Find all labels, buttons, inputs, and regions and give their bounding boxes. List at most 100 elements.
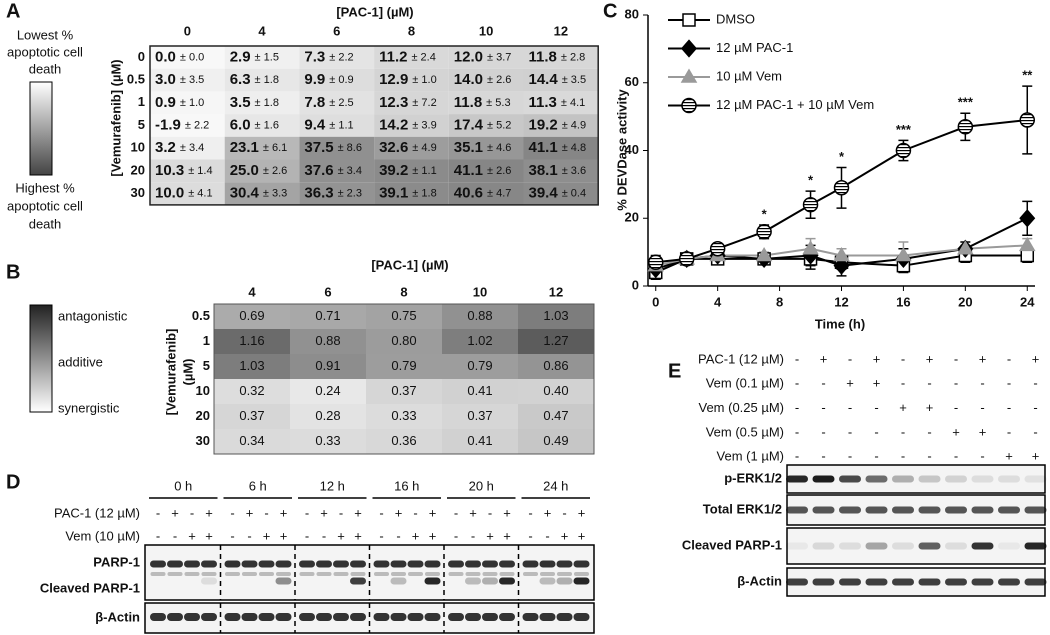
- cell-text: 1.03: [543, 308, 568, 323]
- y-tick-label: 0: [632, 277, 639, 292]
- band: [407, 613, 424, 621]
- band-label: β-Actin: [95, 609, 140, 624]
- band: [448, 613, 464, 621]
- band: [786, 506, 808, 514]
- sign: -: [264, 505, 268, 520]
- condition-label: Vem (0.1 µM): [706, 376, 784, 391]
- column-label: 0: [184, 23, 191, 38]
- cell-mean: 9.9: [304, 71, 325, 88]
- cell-sd: ± 1.8: [412, 187, 436, 199]
- heat-cell: [290, 404, 366, 429]
- band: [390, 560, 407, 568]
- sign: -: [1007, 376, 1011, 391]
- band: [918, 542, 941, 550]
- cell-text: 0.79: [391, 358, 416, 373]
- marker: [1018, 236, 1036, 252]
- column-label: 12: [554, 23, 568, 38]
- row-label: 0: [138, 49, 145, 64]
- band: [839, 475, 861, 483]
- band: [573, 560, 590, 568]
- row-label: 10: [131, 140, 145, 155]
- sign: +: [280, 505, 288, 520]
- band: [812, 542, 835, 550]
- sign: -: [848, 400, 852, 415]
- sign: -: [795, 376, 799, 391]
- sign: -: [874, 449, 878, 464]
- cell-text: 12.9 ± 1.0: [379, 71, 437, 88]
- heat-cell: [299, 159, 375, 183]
- band: [448, 560, 464, 568]
- heat-cell: [523, 91, 599, 115]
- band: [299, 613, 315, 621]
- row-label: 1: [203, 333, 210, 348]
- sign: -: [1033, 376, 1037, 391]
- cell-text: 0.49: [543, 433, 568, 448]
- band: [499, 572, 515, 576]
- cell-text: 0.24: [315, 383, 340, 398]
- heat-cell: [290, 304, 366, 329]
- cell-text: 39.1 ± 1.8: [379, 185, 437, 202]
- sign: -: [848, 449, 852, 464]
- band: [539, 577, 556, 585]
- cell-mean: 39.1: [379, 185, 408, 202]
- cell-text: 14.2 ± 3.9: [379, 116, 437, 133]
- sign: +: [979, 351, 987, 366]
- band: [465, 577, 481, 585]
- band: [539, 613, 556, 621]
- band-label: p-ERK1/2: [724, 470, 782, 485]
- sign: -: [1033, 400, 1037, 415]
- sign: +: [469, 505, 477, 520]
- cell-text: 39.4 ± 0.4: [529, 185, 587, 202]
- cell-mean: 14.4: [529, 71, 559, 88]
- heat-cell: [448, 114, 524, 137]
- cell-text: 41.1 ± 4.8: [529, 139, 587, 156]
- cell-mean: 0.0: [155, 48, 176, 65]
- band-label: Total ERK1/2: [703, 501, 782, 516]
- sign: -: [156, 528, 160, 543]
- cell-sd: ± 3.5: [562, 74, 586, 86]
- heat-cell: [448, 159, 524, 183]
- cell-text: 0.86: [543, 358, 568, 373]
- cell-sd: ± 0.9: [329, 74, 353, 86]
- cell-mean: 41.1: [454, 162, 483, 179]
- heat-cell: [374, 68, 449, 92]
- cell-text: 1.16: [239, 333, 264, 348]
- band: [539, 560, 556, 568]
- cell-mean: 10.3: [155, 162, 184, 179]
- cell-text: 0.28: [315, 408, 340, 423]
- band: [465, 613, 481, 621]
- cell-sd: ± 3.6: [562, 165, 586, 177]
- time-label: 12 h: [320, 478, 345, 493]
- heat-cell: [224, 46, 300, 69]
- cell-mean: 41.1: [529, 139, 558, 156]
- heat-cell: [224, 182, 300, 205]
- band: [1024, 506, 1047, 514]
- sign: -: [230, 505, 234, 520]
- x-tick-label: 12: [834, 294, 848, 309]
- annotation: *: [762, 206, 768, 221]
- panel-title: [PAC-1] (µM): [336, 4, 413, 19]
- sign: +: [412, 528, 420, 543]
- cell-text: 0.0 ± 0.0: [155, 48, 204, 65]
- cell-text: 0.34: [239, 433, 264, 448]
- heat-cell: [366, 354, 442, 379]
- condition-label: PAC-1 (12 µM): [698, 351, 784, 366]
- cell-sd: ± 7.2: [412, 97, 436, 109]
- cell-text: -1.9 ± 2.2: [155, 116, 209, 133]
- sign: -: [305, 505, 309, 520]
- sign: +: [503, 528, 511, 543]
- cell-mean: 3.2: [155, 139, 176, 156]
- sign: +: [205, 528, 213, 543]
- panel-label: D: [6, 471, 20, 493]
- cell-text: 0.41: [467, 383, 492, 398]
- band: [573, 577, 590, 585]
- band: [556, 560, 573, 568]
- cell-text: 35.1 ± 4.6: [454, 139, 512, 156]
- band: [259, 572, 274, 576]
- column-label: 8: [408, 23, 415, 38]
- cell-sd: ± 4.1: [561, 97, 585, 109]
- heat-cell: [518, 354, 594, 379]
- column-label: 4: [258, 23, 266, 38]
- heat-cell: [442, 329, 518, 354]
- sign: +: [429, 528, 437, 543]
